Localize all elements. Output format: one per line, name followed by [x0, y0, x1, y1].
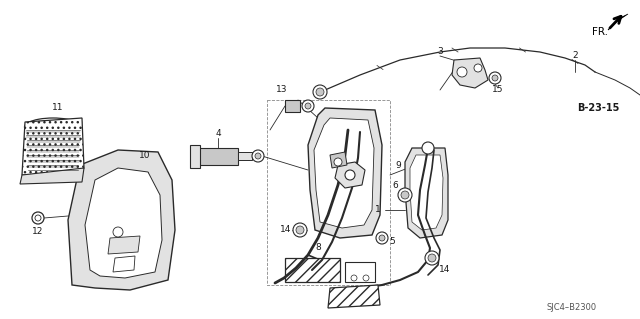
- Circle shape: [425, 251, 439, 265]
- Polygon shape: [330, 152, 347, 168]
- Circle shape: [316, 88, 324, 96]
- Text: FR.: FR.: [592, 27, 608, 37]
- Polygon shape: [308, 108, 382, 238]
- Circle shape: [32, 212, 44, 224]
- Circle shape: [401, 191, 409, 199]
- Polygon shape: [108, 236, 140, 254]
- Circle shape: [293, 223, 307, 237]
- Polygon shape: [328, 285, 380, 308]
- Text: 14: 14: [439, 265, 451, 275]
- Polygon shape: [405, 148, 448, 238]
- Polygon shape: [335, 162, 365, 188]
- Text: 6: 6: [392, 181, 398, 189]
- Text: 12: 12: [32, 227, 44, 236]
- Polygon shape: [238, 152, 252, 160]
- Circle shape: [457, 67, 467, 77]
- Polygon shape: [345, 262, 375, 282]
- Polygon shape: [22, 118, 84, 175]
- Text: 13: 13: [276, 85, 288, 94]
- Text: 11: 11: [52, 103, 64, 113]
- Circle shape: [379, 235, 385, 241]
- Text: 9: 9: [395, 160, 401, 169]
- Text: 2: 2: [572, 50, 578, 60]
- Circle shape: [363, 275, 369, 281]
- Polygon shape: [85, 168, 162, 278]
- Text: B-23-15: B-23-15: [577, 103, 619, 113]
- Polygon shape: [314, 118, 374, 228]
- Polygon shape: [285, 100, 300, 112]
- Polygon shape: [20, 168, 84, 184]
- Circle shape: [351, 275, 357, 281]
- Circle shape: [305, 103, 311, 109]
- Circle shape: [345, 170, 355, 180]
- Text: 4: 4: [215, 129, 221, 137]
- Circle shape: [492, 75, 498, 81]
- Polygon shape: [452, 58, 488, 88]
- Polygon shape: [68, 150, 175, 290]
- Circle shape: [252, 150, 264, 162]
- Text: 3: 3: [437, 48, 443, 56]
- Circle shape: [313, 85, 327, 99]
- Text: 14: 14: [280, 226, 292, 234]
- Circle shape: [398, 188, 412, 202]
- Text: 10: 10: [140, 151, 151, 160]
- Circle shape: [376, 232, 388, 244]
- Text: 7: 7: [320, 144, 326, 152]
- Circle shape: [422, 142, 434, 154]
- Polygon shape: [285, 258, 340, 282]
- Circle shape: [334, 158, 342, 166]
- Circle shape: [35, 215, 41, 221]
- Circle shape: [113, 227, 123, 237]
- Circle shape: [255, 153, 261, 159]
- Circle shape: [428, 254, 436, 262]
- Circle shape: [489, 72, 501, 84]
- Polygon shape: [410, 155, 443, 230]
- Circle shape: [296, 226, 304, 234]
- Text: SJC4–B2300: SJC4–B2300: [547, 302, 597, 311]
- Circle shape: [474, 64, 482, 72]
- Bar: [267, 100, 390, 285]
- Polygon shape: [198, 148, 238, 165]
- Polygon shape: [190, 145, 200, 168]
- Text: 8: 8: [315, 243, 321, 253]
- Polygon shape: [113, 256, 135, 272]
- Circle shape: [302, 100, 314, 112]
- Text: 15: 15: [492, 85, 504, 94]
- Polygon shape: [608, 14, 628, 30]
- Text: 1: 1: [375, 205, 381, 214]
- Text: 5: 5: [389, 238, 395, 247]
